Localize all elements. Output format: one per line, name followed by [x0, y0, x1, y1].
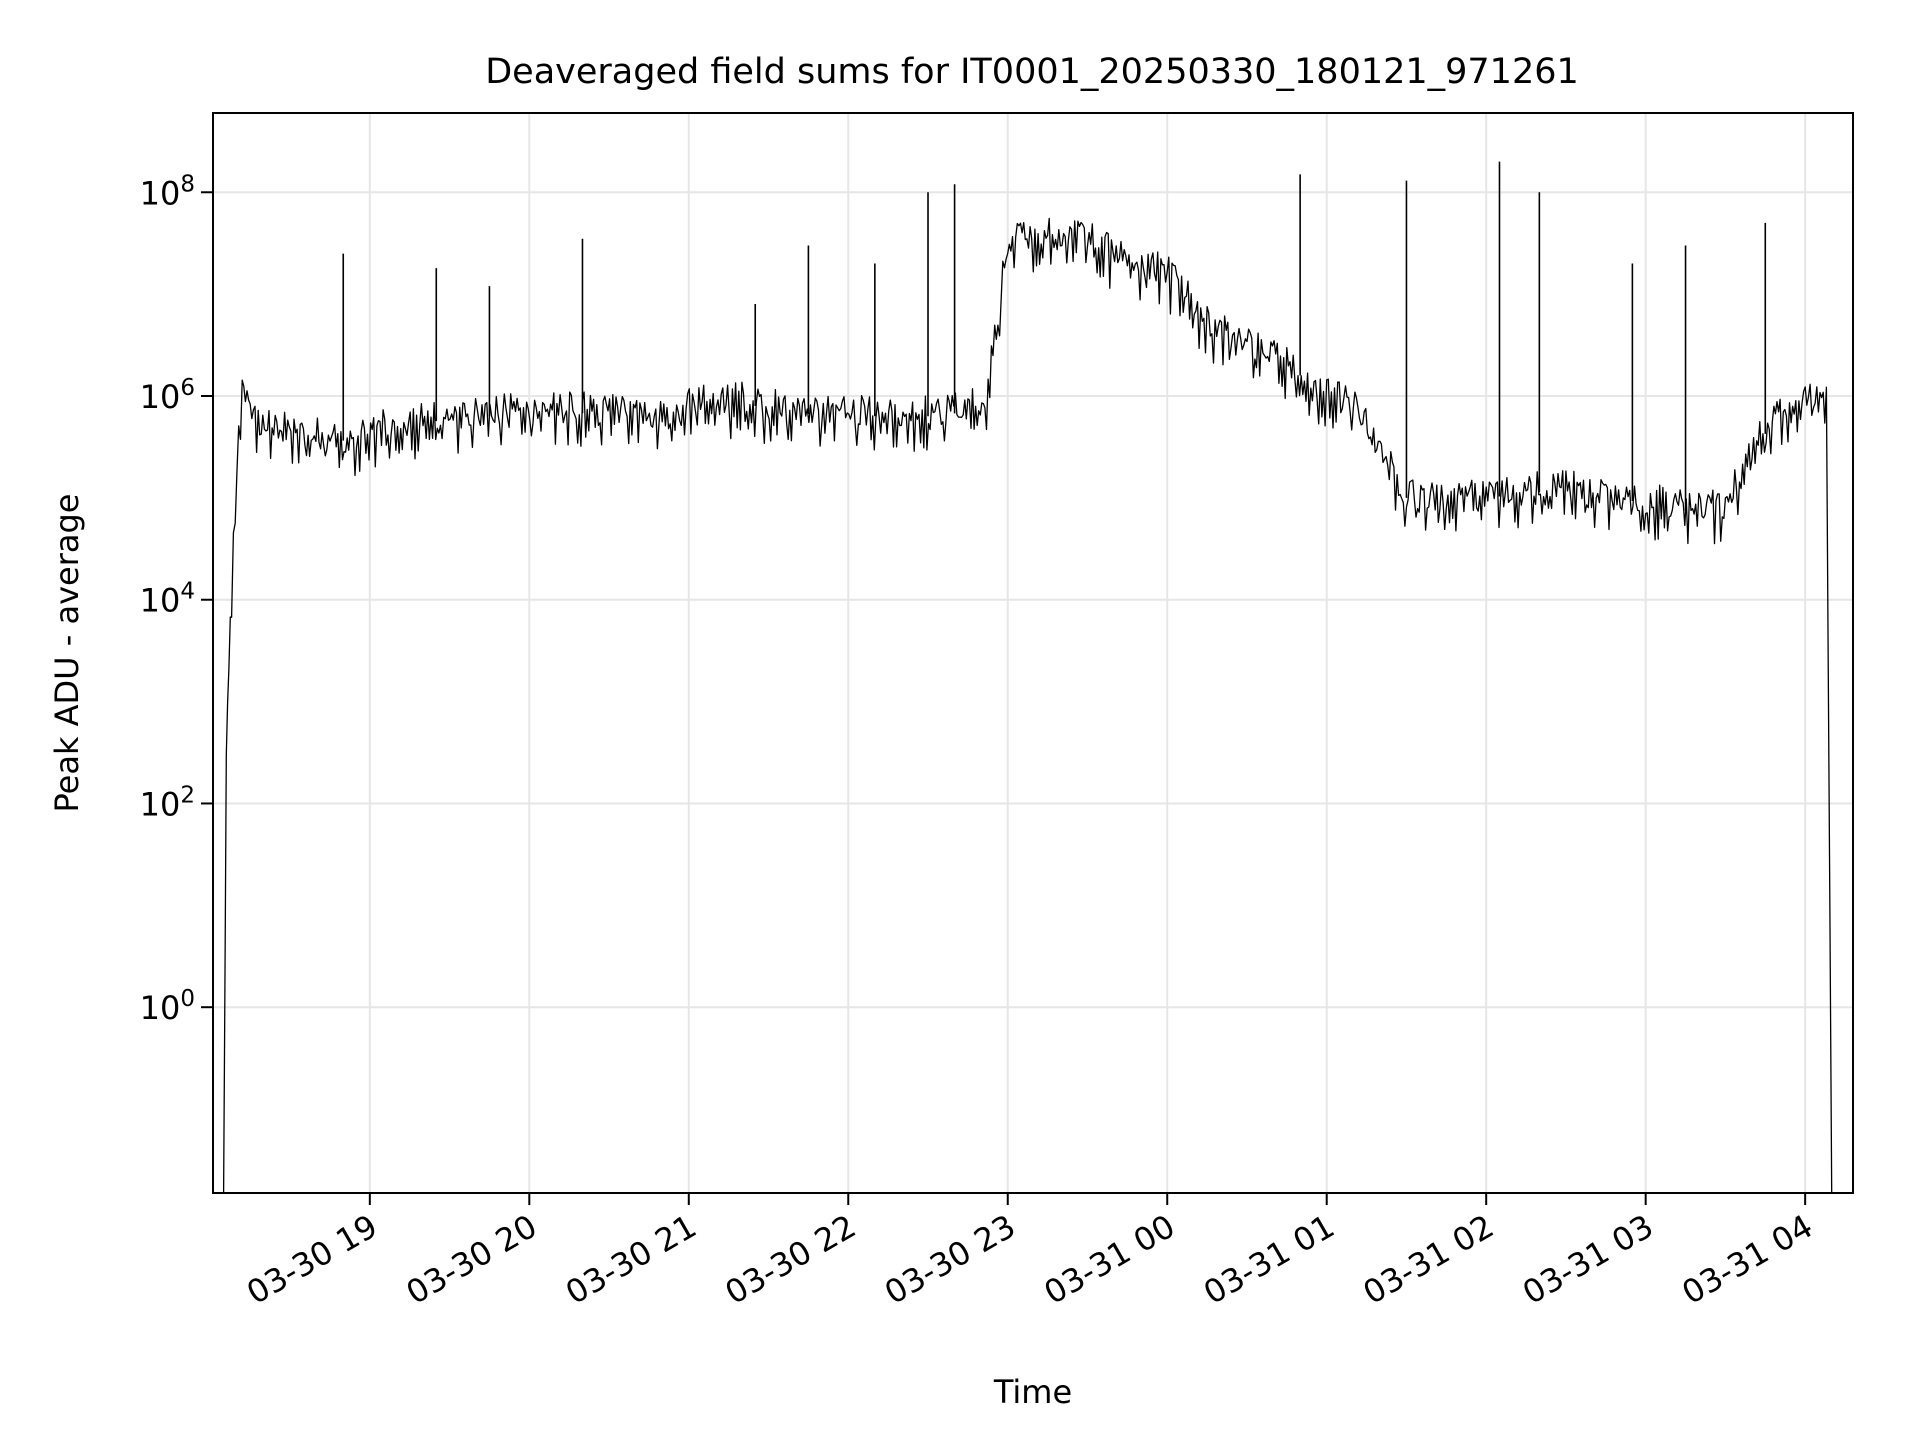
- y-tick-exponent: 4: [180, 579, 195, 605]
- plot-area: [212, 112, 1854, 1194]
- y-tick-exponent: 6: [180, 375, 195, 401]
- x-axis-label: Time: [993, 1373, 1072, 1411]
- y-axis-label: Peak ADU - average: [48, 494, 86, 813]
- y-tick-exponent: 0: [180, 986, 195, 1012]
- y-tick-label: 100: [140, 986, 195, 1027]
- y-gridlines: [213, 191, 1853, 1009]
- chart-title: Deaveraged field sums for IT0001_2025033…: [485, 52, 1579, 92]
- y-tick-exponent: 2: [180, 782, 195, 808]
- y-tick-label: 108: [140, 171, 195, 212]
- x-gridlines: [368, 113, 1807, 1193]
- y-tick-base: 10: [140, 174, 181, 212]
- y-tick-base: 10: [140, 785, 181, 823]
- y-tick-exponent: 8: [180, 171, 195, 197]
- y-tick-label: 104: [140, 579, 195, 620]
- plot-frame: [212, 112, 1854, 1194]
- y-tick-base: 10: [140, 582, 181, 620]
- y-tick-label: 106: [140, 375, 195, 416]
- series-line: [222, 161, 1833, 1193]
- y-tick-base: 10: [140, 989, 181, 1027]
- y-tick-label: 102: [140, 782, 195, 823]
- y-tick-base: 10: [140, 378, 181, 416]
